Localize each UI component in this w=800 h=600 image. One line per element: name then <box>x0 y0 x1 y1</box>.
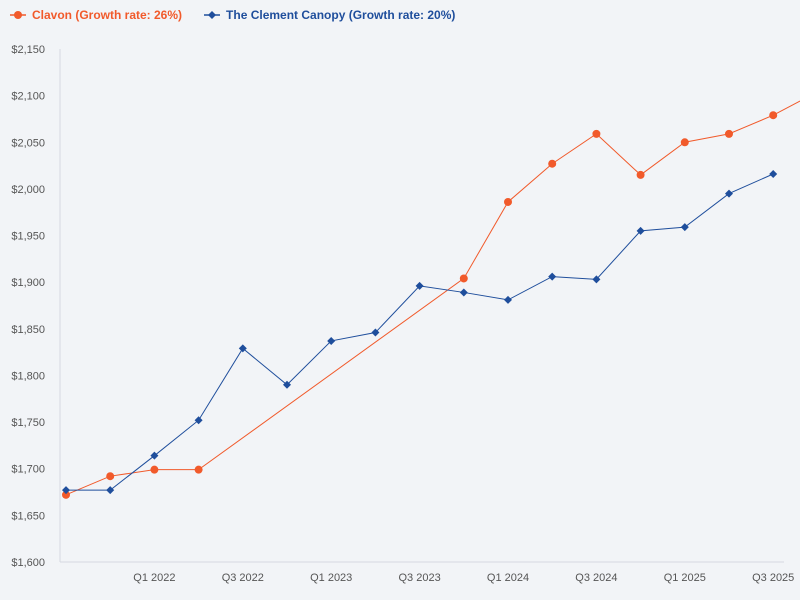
data-point-diamond[interactable] <box>150 451 159 460</box>
series-line-0 <box>65 100 800 496</box>
x-tick-label: Q3 2022 <box>222 572 264 584</box>
y-tick-label: $1,600 <box>11 557 45 569</box>
x-tick-label: Q3 2025 <box>752 572 794 584</box>
series-layer <box>62 100 800 499</box>
data-point-circle[interactable] <box>548 159 557 168</box>
y-tick-label: $2,000 <box>11 184 45 196</box>
x-tick-label: Q1 2024 <box>487 572 529 584</box>
y-tick-label: $1,700 <box>11 464 45 476</box>
legend-label-clement-canopy: The Clement Canopy (Growth rate: 20%) <box>226 8 456 22</box>
y-tick-label: $1,650 <box>11 510 45 522</box>
data-point-diamond[interactable] <box>504 295 512 304</box>
data-point-diamond[interactable] <box>592 275 601 284</box>
y-tick-label: $2,100 <box>11 91 45 103</box>
data-point-circle[interactable] <box>725 129 733 138</box>
series-line-1 <box>66 173 774 491</box>
data-point-circle[interactable] <box>680 138 689 147</box>
data-point-circle[interactable] <box>459 274 468 283</box>
data-point-diamond[interactable] <box>459 288 468 297</box>
y-tick-label: $1,800 <box>11 370 45 382</box>
y-tick-label: $1,900 <box>11 277 45 289</box>
data-point-circle[interactable] <box>194 465 203 474</box>
legend-label-clavon: Clavon (Growth rate: 26%) <box>32 8 183 22</box>
data-point-diamond[interactable] <box>283 380 291 389</box>
data-point-circle[interactable] <box>106 472 115 481</box>
x-tick-label: Q1 2025 <box>664 572 706 584</box>
data-point-diamond[interactable] <box>680 223 689 232</box>
data-point-circle[interactable] <box>636 170 645 179</box>
data-point-diamond[interactable] <box>415 281 424 290</box>
y-tick-label: $1,950 <box>11 231 45 243</box>
data-point-circle[interactable] <box>592 129 601 138</box>
legend-diamond-marker-icon <box>204 11 221 19</box>
data-point-diamond[interactable] <box>327 336 336 345</box>
x-tick-label: Q1 2023 <box>310 572 352 584</box>
legend-item-clement-canopy[interactable]: The Clement Canopy (Growth rate: 20%) <box>204 8 455 22</box>
data-point-diamond[interactable] <box>371 328 380 337</box>
data-point-diamond[interactable] <box>725 189 733 198</box>
data-point-diamond[interactable] <box>194 416 203 425</box>
data-point-diamond[interactable] <box>238 344 247 353</box>
x-tick-label: Q3 2024 <box>575 572 617 584</box>
y-tick-label: $2,150 <box>11 44 45 56</box>
y-tick-label: $2,050 <box>11 137 45 149</box>
data-point-diamond[interactable] <box>62 486 70 495</box>
data-point-circle[interactable] <box>769 111 778 120</box>
y-tick-label: $1,750 <box>11 417 45 429</box>
data-point-diamond[interactable] <box>636 226 645 235</box>
legend-circle-marker-icon <box>10 11 26 19</box>
data-point-circle[interactable] <box>504 197 512 206</box>
data-point-diamond[interactable] <box>548 272 557 281</box>
data-point-diamond[interactable] <box>106 486 115 495</box>
x-tick-label: Q1 2022 <box>133 572 175 584</box>
axes: $1,600 $1,650 $1,700 $1,750 $1,800 $1,850 $1,9… <box>11 44 794 584</box>
legend-item-clavon[interactable]: Clavon (Growth rate: 26%) <box>10 8 182 22</box>
y-tick-label: $1,850 <box>11 324 45 336</box>
data-point-diamond[interactable] <box>769 169 778 178</box>
legend: Clavon (Growth rate: 26%) The Clement Ca… <box>10 8 455 22</box>
x-tick-label: Q3 2023 <box>398 572 440 584</box>
data-point-circle[interactable] <box>150 465 159 474</box>
data-point-circle[interactable] <box>62 490 70 499</box>
